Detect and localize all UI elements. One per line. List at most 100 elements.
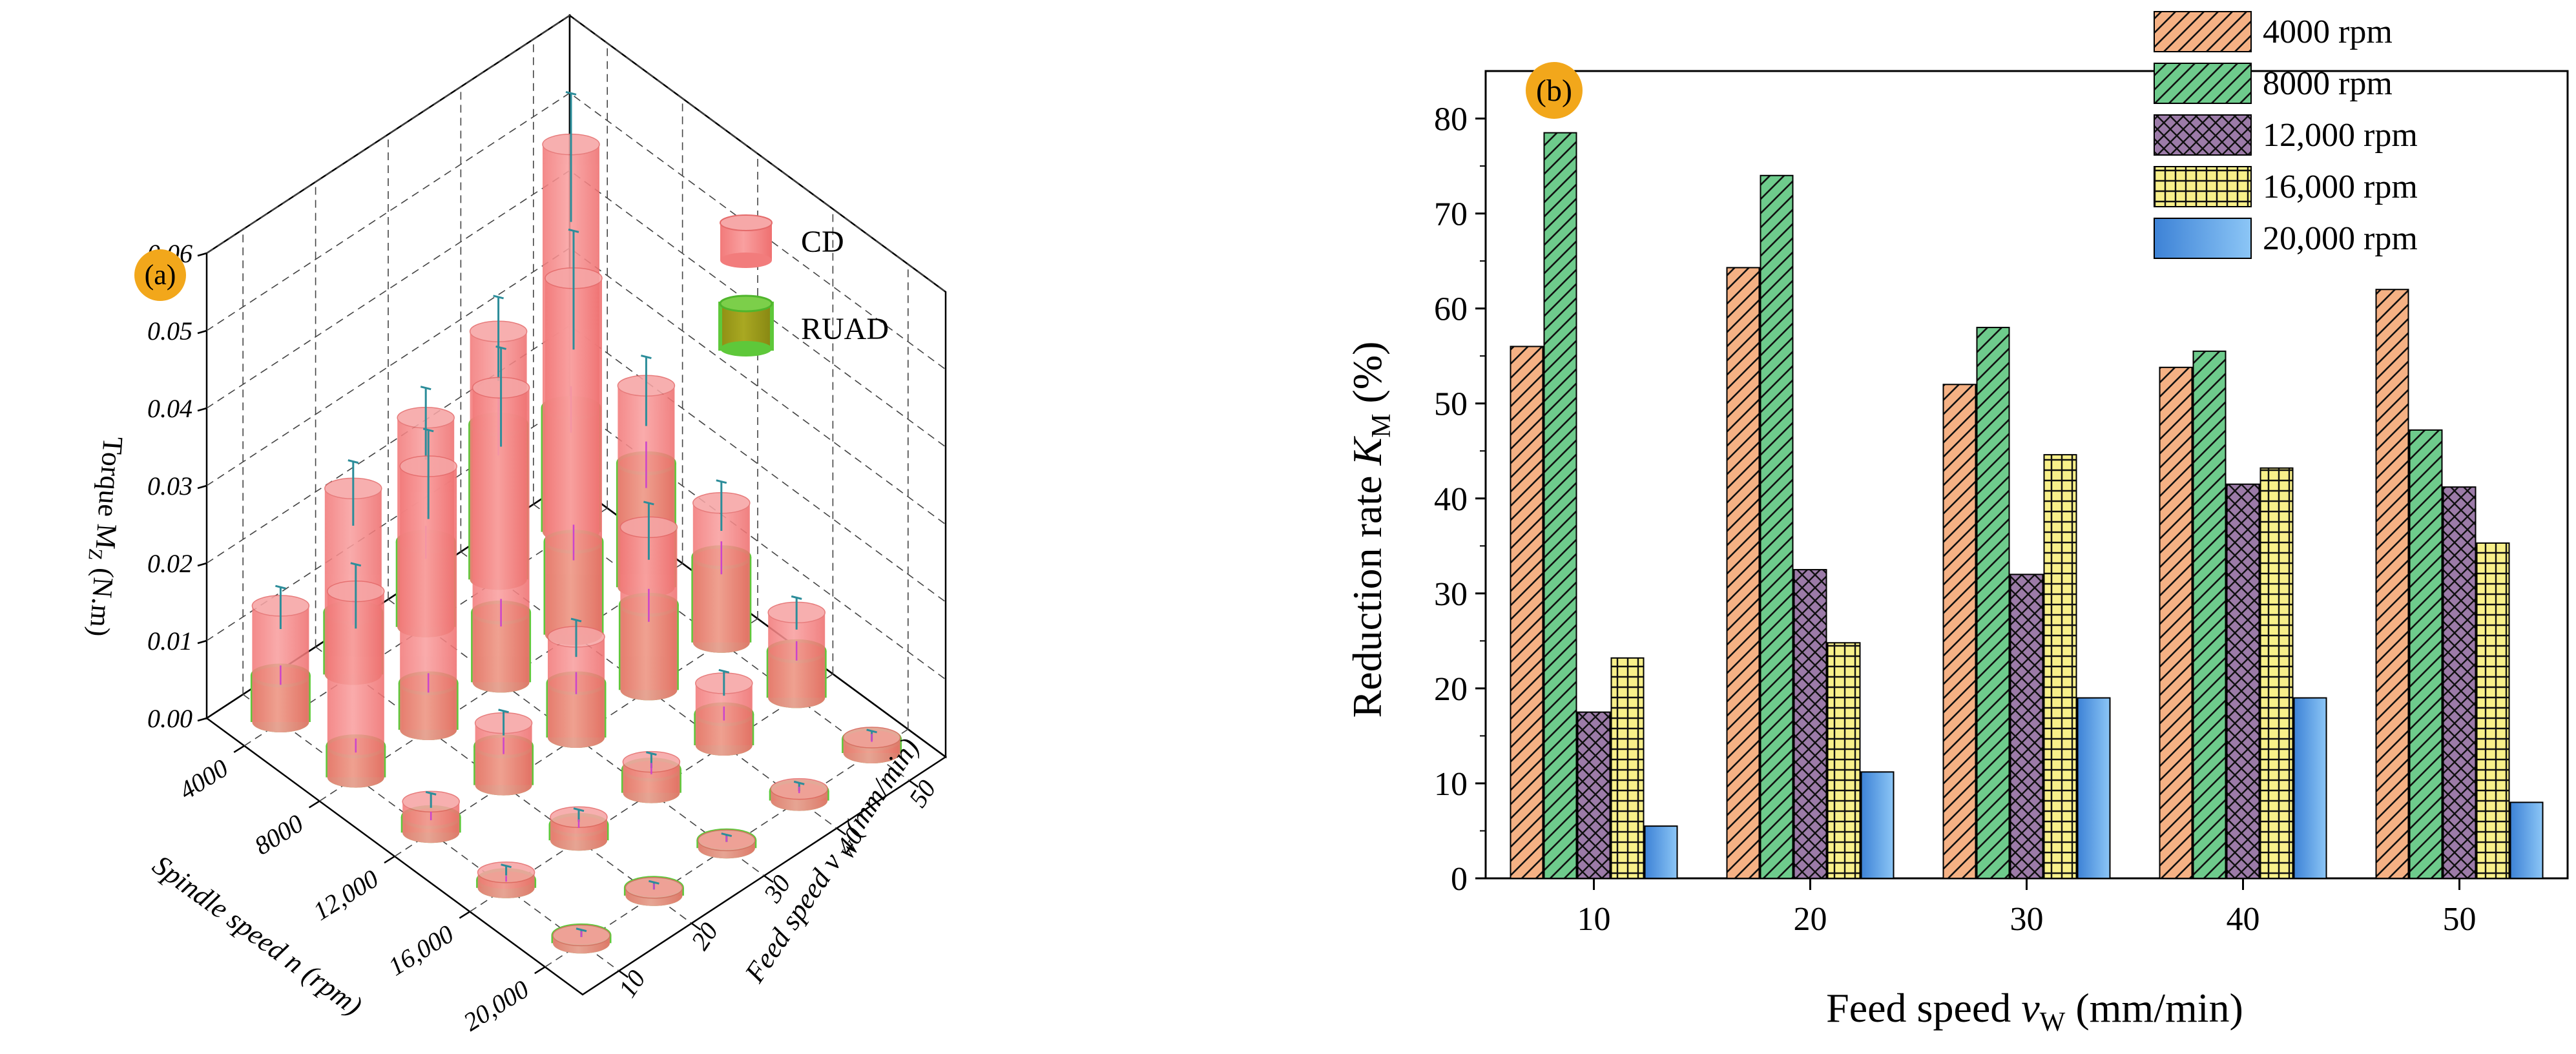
cd-error-cap [791,595,802,600]
x-tick-label: 40 [2227,901,2260,938]
bar [2409,429,2443,879]
z-axis-title: Torque MZ (N.m) [79,435,129,637]
bar-stack [618,501,679,701]
legend: 4000 rpm 8000 rpm 12,000 rpm 16,000 rpm 20,0… [2154,11,2418,259]
cd-error-cap [570,617,582,623]
bar-hatch [2043,454,2077,879]
x-tick-label: 10 [1577,901,1611,938]
y-tick-label: 0 [1451,861,1468,898]
cd-error-cap [350,562,362,567]
cd-error-cap [721,832,732,838]
z-tick-label: 0.04 [147,394,192,423]
feed-tick-mark [836,827,847,836]
bar-hatch [1577,711,1611,880]
feed-tick-mark [618,970,628,978]
bar-hatch [1942,384,1977,879]
bar-hatch [1793,569,1827,879]
cd-error-cap [646,751,657,756]
bar [2010,574,2044,879]
feed-axis-title: Feed speed v W (mm/min) [738,732,929,991]
bar-stack [551,923,612,954]
x-axis-title: Feed speed vW (mm/min) [1826,985,2243,1037]
panel-label-badge: (b) [1526,62,1583,119]
cd-error-cap [565,90,577,96]
legend-label: 20,000 rpm [2263,220,2418,257]
z-tick-mark [197,407,207,412]
bar-stack [623,876,684,906]
plot-area: 0 10 20 30 40 50 60 70 80 10 20 30 40 50 [1434,70,2569,938]
bar-stack [548,806,609,851]
spindle-tick-mark [384,855,395,864]
z-gridline [206,15,946,293]
bar-hatch [2409,429,2443,879]
bar-stack [546,617,607,748]
z-tick-label: 0.02 [147,549,192,578]
bar-fill [1644,825,1678,880]
feed-tick-mark [691,922,701,931]
feed-tick-mark [763,874,774,884]
bar [1860,771,1895,879]
legend-swatch [2154,63,2252,104]
floor-gridline [545,728,909,967]
cd-error-cap [498,708,509,714]
legend: CD RUAD [718,214,889,356]
bar-fill [2509,801,2544,879]
bar-hatch [1510,346,1544,879]
cd-error-cap [576,927,587,933]
legend-item: 4000 rpm [2154,11,2393,52]
bar [2375,289,2409,879]
legend-swatch [2154,114,2252,156]
bar-hatch [2259,467,2294,879]
cd-bar [692,492,751,653]
bar-stack [398,428,459,740]
legend-swatch [2154,11,2252,52]
bar-hatch [1543,132,1577,879]
bar [2192,350,2227,879]
bar [1610,657,1645,880]
bar [1976,327,2010,879]
bar [1942,384,1977,879]
z-tick-mark [197,562,207,567]
bar [2293,697,2327,880]
bar-hatch [2375,289,2409,879]
spindle-tick-label: 4000 [174,753,233,805]
bar-stack [694,668,754,756]
legend-item: 16,000 rpm [2154,166,2418,207]
cd-error-cap [641,355,652,360]
cd-error-cap [573,807,585,812]
bar [2476,542,2510,879]
spindle-tick-mark [308,800,320,809]
legend-item-ruad: RUAD [718,294,889,356]
x-tick-label: 30 [2010,901,2044,938]
x-tick-label: 50 [2443,901,2477,938]
cd-bar [842,727,901,763]
bar-hatch [2192,350,2227,879]
bar [1726,267,1760,880]
cd-error-cap [501,863,512,869]
cd-error-cap [793,780,805,785]
legend-label-cd: CD [801,225,844,259]
y-tick-label: 50 [1434,386,1468,423]
legend-item: 12,000 rpm [2154,114,2418,156]
bar [1577,711,1611,880]
bars-group [250,90,902,954]
y-tick-label: 10 [1434,766,1468,803]
cd-error-cap [425,790,437,796]
bar-hatch [2442,486,2477,879]
bar [1510,346,1544,879]
spindle-tick-mark [459,911,471,919]
legend-label: 12,000 rpm [2263,117,2418,154]
bar-stack [250,584,311,732]
bar [2077,697,2111,880]
z-tick-mark [197,252,207,257]
bar-fill [2293,697,2327,880]
y-tick-label: 40 [1434,481,1468,518]
z-tick-label: 0.05 [147,316,192,346]
cd-error-cap [422,428,434,433]
panel-label: (b) [1536,74,1572,108]
feed-tick-mark [909,780,919,788]
legend-swatch [2154,166,2252,207]
cd-error-cap [716,479,727,484]
legend-item-cd: CD [720,214,844,268]
bar-stack [842,727,902,763]
